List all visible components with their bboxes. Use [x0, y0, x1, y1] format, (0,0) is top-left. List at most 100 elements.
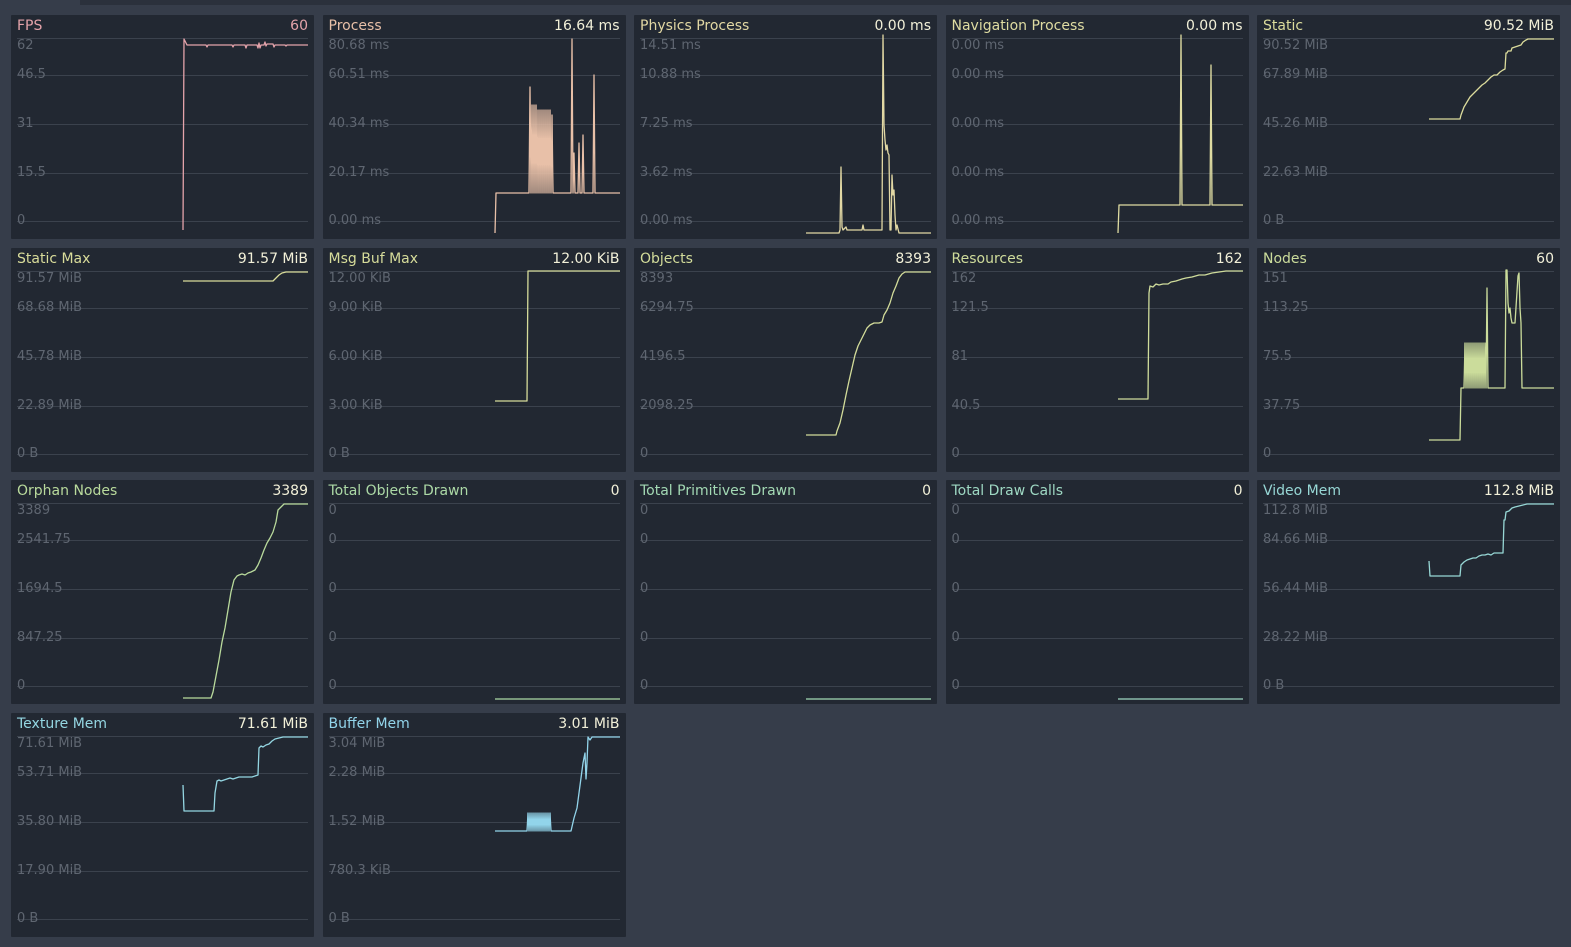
monitor-total-objects-drawn[interactable]: Total Objects Drawn 0 0 0 0 0 0	[322, 480, 626, 704]
axis-tick-label: 20.17 ms	[328, 165, 390, 180]
axis-tick-label: 22.63 MiB	[1263, 165, 1329, 180]
monitor-name: Video Mem	[1263, 483, 1342, 499]
axis-tick-label: 0	[951, 532, 960, 547]
monitor-grid: FPS 60 62 46.5 31 15.5 0 Process 16.64 ms 80.68 m…	[11, 15, 1560, 937]
monitor-graph	[640, 270, 931, 455]
monitor-name: Physics Process	[640, 18, 750, 34]
axis-tick-label: 4196.5	[640, 348, 686, 364]
axis-tick-label: 0.00 ms	[951, 38, 1005, 53]
monitor-value: 91.57 MiB	[237, 250, 308, 267]
monitor-total-draw-calls[interactable]: Total Draw Calls 0 0 0 0 0 0	[945, 480, 1249, 704]
monitor-orphan-nodes[interactable]: Orphan Nodes 3389 3389 2541.75 1694.5 847.25 0	[11, 480, 314, 704]
monitor-value: 0.00 ms	[1185, 18, 1243, 34]
graph-line	[494, 269, 620, 402]
axis-tick-label: 3.00 KiB	[328, 397, 383, 413]
axis-tick-label: 112.8 MiB	[1263, 503, 1329, 518]
monitor-name: Process	[328, 18, 382, 34]
monitor-value: 0	[922, 483, 931, 499]
axis-tick-label: 60.51 ms	[328, 67, 390, 82]
axis-tick-label: 3.04 MiB	[328, 735, 386, 751]
axis-tick-label: 0	[1263, 445, 1272, 461]
graph-line	[1429, 38, 1554, 120]
top-tab-strip	[80, 0, 1571, 5]
axis-tick-label: 0	[640, 630, 649, 645]
monitor-value: 71.61 MiB	[237, 715, 308, 732]
graph-line	[1116, 34, 1243, 234]
graph-line	[1428, 503, 1554, 577]
axis-tick-label: 22.89 MiB	[17, 397, 83, 413]
axis-tick-label: 14.51 ms	[640, 38, 701, 53]
axis-tick-label: 0	[951, 630, 960, 645]
axis-tick-label: 90.52 MiB	[1263, 38, 1329, 53]
axis-tick-label: 9.00 KiB	[328, 299, 383, 315]
axis-tick-label: 0 B	[1263, 678, 1285, 693]
axis-tick-label: 780.3 KiB	[328, 862, 391, 878]
graph-line	[183, 270, 308, 282]
monitor-texture-mem[interactable]: Texture Mem 71.61 MiB 71.61 MiB 53.71 MiB 35…	[11, 712, 314, 937]
graph-line	[182, 38, 308, 231]
monitor-name: Orphan Nodes	[17, 483, 118, 499]
monitor-name: Nodes	[1263, 250, 1307, 267]
axis-tick-label: 67.89 MiB	[1263, 67, 1329, 82]
axis-tick-label: 62	[17, 38, 34, 53]
axis-tick-label: 0.00 ms	[951, 67, 1005, 82]
monitor-objects[interactable]: Objects 8393 8393 6294.75 4196.5 2098.25 0	[634, 247, 937, 472]
axis-tick-label: 0.00 ms	[951, 213, 1005, 228]
monitor-value: 162	[1215, 250, 1243, 267]
monitor-resources[interactable]: Resources 162 162 121.5 81 40.5 0	[945, 247, 1249, 472]
axis-tick-label: 2541.75	[17, 532, 71, 547]
monitor-static[interactable]: Static 90.52 MiB 90.52 MiB 67.89 MiB 45.26 M…	[1257, 15, 1560, 239]
axis-tick-label: 0.00 ms	[328, 213, 382, 228]
monitor-physics-process[interactable]: Physics Process 0.00 ms 14.51 ms 10.88 ms 7.…	[634, 15, 937, 239]
axis-tick-label: 0	[951, 678, 960, 693]
axis-tick-label: 46.5	[17, 67, 46, 82]
monitor-buffer-mem[interactable]: Buffer Mem 3.01 MiB 3.04 MiB 2.28 MiB 1.52 M…	[322, 712, 626, 937]
monitor-name: Buffer Mem	[328, 715, 410, 732]
axis-tick-label: 0	[328, 581, 337, 596]
axis-tick-label: 7.25 ms	[640, 116, 693, 131]
monitor-graph	[951, 269, 1243, 455]
monitor-graph	[640, 503, 931, 700]
monitor-total-primitives-drawn[interactable]: Total Primitives Drawn 0 0 0 0 0 0	[634, 480, 937, 704]
axis-tick-label: 162	[951, 270, 977, 286]
monitor-name: Resources	[951, 250, 1024, 267]
axis-tick-label: 40.5	[951, 397, 981, 413]
monitor-graph	[640, 34, 931, 234]
monitor-graph	[328, 735, 620, 920]
axis-tick-label: 1694.5	[17, 581, 63, 596]
axis-tick-label: 0	[951, 581, 960, 596]
axis-tick-label: 0	[17, 678, 26, 693]
monitor-navigation-process[interactable]: Navigation Process 0.00 ms 0.00 ms 0.00 ms 0…	[945, 15, 1249, 239]
axis-tick-label: 68.68 MiB	[17, 299, 83, 315]
monitor-static-max[interactable]: Static Max 91.57 MiB 91.57 MiB 68.68 MiB 45.…	[11, 247, 314, 472]
monitor-value: 16.64 ms	[554, 18, 620, 34]
monitor-name: Static Max	[17, 250, 91, 267]
axis-tick-label: 2098.25	[640, 397, 694, 413]
axis-tick-label: 40.34 ms	[328, 116, 390, 131]
axis-tick-label: 0	[640, 581, 649, 596]
axis-tick-label: 3.62 ms	[640, 165, 693, 180]
graph-line	[806, 34, 931, 234]
axis-tick-label: 0 B	[17, 445, 39, 461]
axis-tick-label: 0	[951, 503, 960, 518]
monitor-msg-buf-max[interactable]: Msg Buf Max 12.00 KiB 12.00 KiB 9.00 KiB 6.0…	[322, 247, 626, 472]
axis-tick-label: 3389	[17, 503, 51, 518]
monitor-value: 60	[1536, 250, 1554, 267]
monitor-process[interactable]: Process 16.64 ms 80.68 ms 60.51 ms 40.34 ms 2…	[322, 15, 626, 239]
monitor-graph	[17, 735, 308, 920]
axis-tick-label: 84.66 MiB	[1263, 532, 1329, 547]
axis-tick-label: 8393	[640, 270, 674, 286]
axis-tick-label: 31	[17, 116, 34, 131]
monitor-value: 0	[610, 483, 620, 499]
monitor-nodes[interactable]: Nodes 60 151 113.25 75.5 37.75 0	[1257, 247, 1560, 472]
graph-line	[1117, 269, 1243, 400]
monitor-graph	[1263, 38, 1554, 222]
axis-tick-label: 847.25	[17, 630, 63, 645]
monitor-graph	[17, 38, 308, 231]
monitor-value: 3389	[272, 483, 308, 499]
monitor-name: Texture Mem	[17, 715, 108, 732]
axis-tick-label: 0	[640, 503, 649, 518]
monitor-fps[interactable]: FPS 60 62 46.5 31 15.5 0	[11, 15, 314, 239]
monitor-video-mem[interactable]: Video Mem 112.8 MiB 112.8 MiB 84.66 MiB 56.4…	[1257, 480, 1560, 704]
axis-tick-label: 0	[328, 678, 337, 693]
